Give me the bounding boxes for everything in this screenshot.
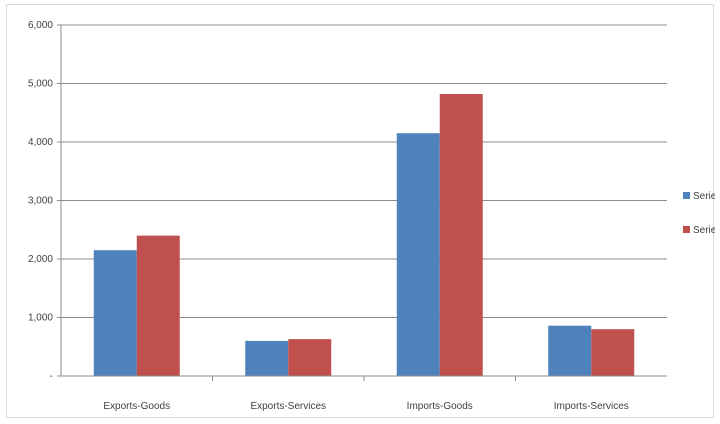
bar-series-1 bbox=[396, 133, 440, 376]
y-tick-label: 4,000 bbox=[28, 137, 53, 148]
axes bbox=[57, 24, 667, 381]
bar-series-1 bbox=[93, 250, 137, 376]
y-tick-label: 2,000 bbox=[28, 254, 53, 265]
x-category-label: Exports-Services bbox=[250, 401, 326, 412]
bar-chart: - 1,000 2,000 3,000 4,000 5,000 6,000 Exports-… bbox=[28, 20, 715, 412]
bar-series-1 bbox=[548, 325, 592, 376]
bar-series-2 bbox=[439, 94, 483, 376]
legend-swatch bbox=[683, 226, 690, 233]
x-category-label: Exports-Goods bbox=[103, 401, 170, 412]
y-tick-label: 1,000 bbox=[28, 313, 53, 324]
bar-series-2 bbox=[136, 235, 180, 376]
legend-swatch bbox=[683, 192, 690, 199]
y-tick-label: 3,000 bbox=[28, 196, 53, 207]
y-tick-labels: - 1,000 2,000 3,000 4,000 5,000 6,000 bbox=[28, 20, 53, 382]
legend-label: Series bbox=[693, 225, 715, 236]
bars bbox=[93, 94, 635, 376]
legend: Series Series bbox=[683, 191, 715, 236]
chart-frame: - 1,000 2,000 3,000 4,000 5,000 6,000 Exports-… bbox=[6, 4, 715, 418]
legend-label: Series bbox=[693, 191, 715, 202]
y-tick-label: 6,000 bbox=[28, 20, 53, 31]
x-category-label: Imports-Services bbox=[554, 401, 629, 412]
y-tick-label: - bbox=[50, 371, 53, 382]
y-tick-label: 5,000 bbox=[28, 79, 53, 90]
bar-series-2 bbox=[288, 339, 332, 376]
x-category-labels: Exports-Goods Exports-Services Imports-Goo… bbox=[103, 401, 628, 412]
bar-series-1 bbox=[245, 340, 289, 376]
x-category-label: Imports-Goods bbox=[407, 401, 473, 412]
bar-series-2 bbox=[591, 329, 635, 376]
